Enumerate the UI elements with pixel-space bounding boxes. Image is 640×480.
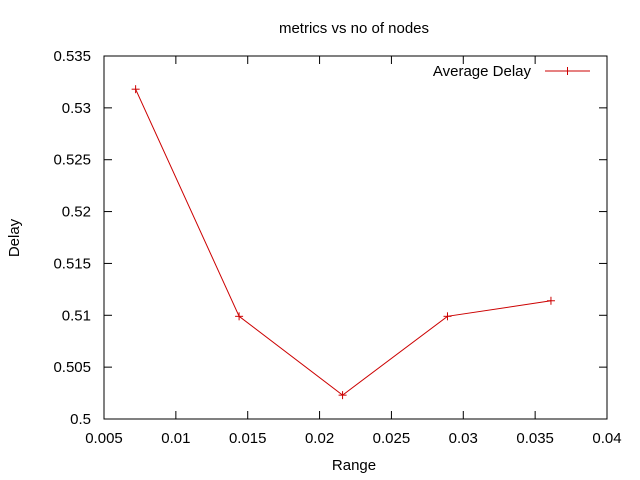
legend-label: Average Delay: [433, 63, 532, 80]
x-tick-label: 0.04: [592, 430, 621, 447]
x-tick-label: 0.02: [305, 430, 334, 447]
series-layer: [131, 85, 555, 400]
x-axis-label: Range: [332, 457, 376, 474]
x-axis: 0.005 0.01 0.015 0.02 0.025 0.03 0.035 0.04: [85, 56, 622, 447]
legend-marker: [563, 67, 572, 75]
series-line: [135, 88, 552, 396]
x-tick-label: 0.03: [449, 430, 478, 447]
y-tick-label: 0.52: [62, 204, 91, 221]
legend-marker-plus: [563, 67, 572, 75]
y-tick-label: 0.515: [53, 255, 91, 272]
y-axis-label: Delay: [6, 218, 23, 257]
x-tick-label: 0.015: [229, 430, 267, 447]
data-point: [235, 312, 244, 321]
y-tick-label: 0.535: [53, 48, 91, 65]
legend: Average Delay: [433, 63, 590, 80]
data-point: [131, 85, 140, 94]
y-tick-label: 0.53: [62, 100, 91, 117]
x-tick-label: 0.005: [85, 430, 123, 447]
data-point: [443, 312, 452, 321]
y-tick-label: 0.51: [62, 307, 91, 324]
plot-frame: [103, 55, 608, 420]
x-tick-label: 0.035: [516, 430, 554, 447]
y-axis: 0.5 0.505 0.51 0.515 0.52 0.525 0.53 0.535: [53, 48, 607, 428]
x-tick-label: 0.01: [161, 430, 190, 447]
y-tick-label: 0.525: [53, 152, 91, 169]
y-tick-label: 0.5: [70, 411, 91, 428]
data-point: [338, 391, 347, 400]
y-tick-label: 0.505: [53, 359, 91, 376]
data-point: [546, 296, 555, 305]
x-tick-label: 0.025: [373, 430, 411, 447]
chart-title: metrics vs no of nodes: [279, 20, 429, 37]
